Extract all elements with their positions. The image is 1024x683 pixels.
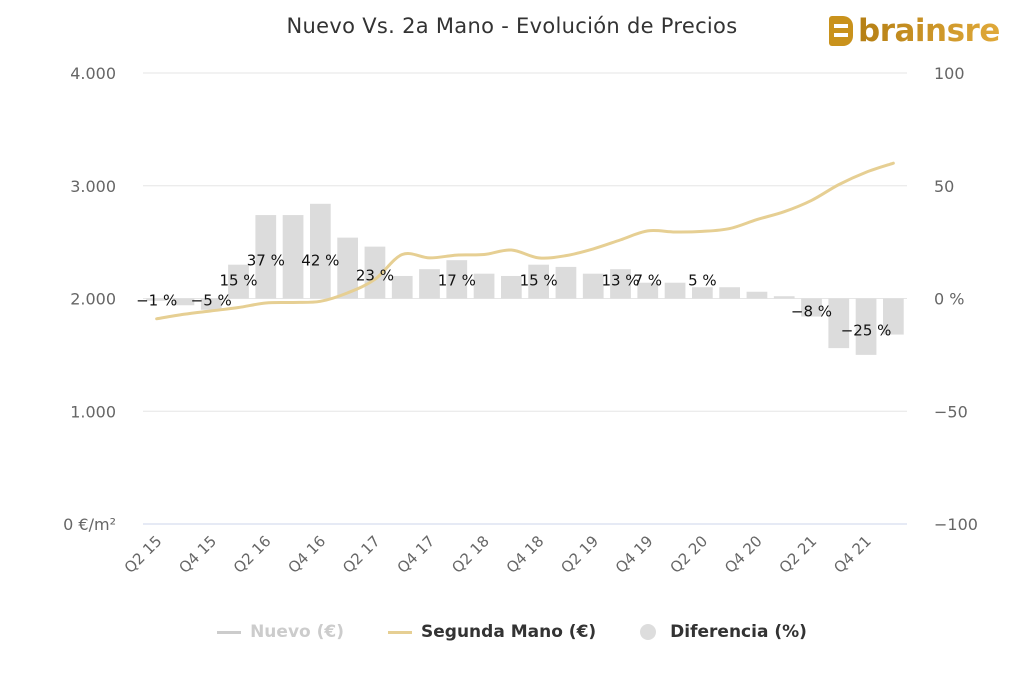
legend-dot-icon xyxy=(640,624,657,640)
x-tick-label: Q4 21 xyxy=(830,532,875,577)
x-tick-label: Q2 20 xyxy=(666,532,711,577)
bar-diferencia xyxy=(282,215,304,299)
y-right-tick-label: −100 xyxy=(934,515,978,534)
data-label: 13 % xyxy=(601,272,639,290)
y-left-tick-label: 4.000 xyxy=(70,64,116,83)
y-left-tick-label: 1.000 xyxy=(70,402,116,421)
x-tick-label: Q2 21 xyxy=(776,532,821,577)
bar-diferencia xyxy=(582,273,604,299)
legend-label: Nuevo (€) xyxy=(250,622,344,642)
bar-diferencia xyxy=(882,298,904,335)
x-tick-label: Q4 18 xyxy=(503,532,548,577)
brand-logo: brainsre xyxy=(829,13,1000,49)
bar-diferencia xyxy=(719,287,741,299)
data-label: −1 % xyxy=(136,292,177,310)
x-tick-label: Q4 16 xyxy=(284,532,329,577)
bar-diferencia xyxy=(555,266,577,299)
bar-diferencia xyxy=(473,273,495,299)
x-tick-label: Q2 18 xyxy=(448,532,493,577)
data-label: 17 % xyxy=(438,272,476,290)
bar-diferencia xyxy=(255,215,277,299)
legend-line-icon xyxy=(217,630,242,634)
line-series xyxy=(155,161,895,321)
legend-item-nuevo[interactable]: Nuevo (€) xyxy=(217,622,344,642)
data-labels: −1 % −5 % 15 % 37 % 42 % 23 % 17 % 15 % 13 %7 % 5… xyxy=(136,252,891,340)
x-tick-label: Q4 20 xyxy=(721,532,766,577)
bar-diferencia xyxy=(173,298,195,306)
bar-diferencia xyxy=(855,298,877,355)
bar-diferencia xyxy=(610,269,631,299)
brainsre-logo-icon xyxy=(829,16,853,46)
legend-label: Diferencia (%) xyxy=(670,622,807,642)
bar-diferencia xyxy=(664,282,686,299)
y-right-tick-label: 0 % xyxy=(934,290,964,309)
bar-series-diferencia xyxy=(146,203,904,355)
x-tick-label: Q2 17 xyxy=(339,532,384,577)
bar-diferencia xyxy=(691,287,713,299)
y-axis-left: 0 €/m² 1.000 2.000 3.000 4.000 xyxy=(63,64,116,534)
legend: Nuevo (€) Segunda Mano (€) Diferencia (%… xyxy=(0,622,1024,642)
bar-diferencia xyxy=(391,275,413,299)
bar-diferencia xyxy=(200,298,222,310)
bar-diferencia xyxy=(828,298,850,349)
x-tick-label: Q2 19 xyxy=(557,532,602,577)
bar-diferencia xyxy=(746,291,768,299)
data-label: 15 % xyxy=(520,272,558,290)
data-label: 42 % xyxy=(301,252,339,270)
bar-diferencia xyxy=(364,246,386,299)
bar-diferencia xyxy=(801,298,822,317)
bar-diferencia xyxy=(228,264,249,299)
y-right-tick-label: −50 xyxy=(934,402,968,421)
x-tick-label: Q2 16 xyxy=(230,532,275,577)
x-tick-label: Q4 19 xyxy=(612,532,657,577)
y-right-tick-label: 50 xyxy=(934,177,954,196)
data-label: 23 % xyxy=(356,267,394,285)
bar-diferencia xyxy=(419,269,440,299)
data-label: 15 % xyxy=(219,272,257,290)
bar-diferencia xyxy=(637,282,659,299)
x-tick-label: Q4 15 xyxy=(175,532,220,577)
data-label: 5 % xyxy=(688,272,717,290)
bar-diferencia xyxy=(528,264,550,299)
legend-item-segunda-mano[interactable]: Segunda Mano (€) xyxy=(388,622,596,642)
brand-name: brainsre xyxy=(858,13,1000,49)
data-label: 7 % xyxy=(633,272,662,290)
data-label: 37 % xyxy=(247,252,285,270)
y-right-tick-label: 100 xyxy=(934,64,965,83)
bar-diferencia xyxy=(337,237,359,299)
y-left-tick-label: 2.000 xyxy=(70,290,116,309)
line-segunda-mano xyxy=(155,161,895,321)
y-left-tick-label: 0 €/m² xyxy=(63,515,116,534)
bar-diferencia xyxy=(500,275,522,299)
data-label: −5 % xyxy=(191,292,232,310)
legend-line-icon xyxy=(388,630,412,634)
bar-diferencia xyxy=(446,260,468,299)
y-left-tick-label: 3.000 xyxy=(70,177,116,196)
x-axis: Q2 15 Q4 15 Q2 16 Q4 16 Q2 17 Q4 17 Q2 18 Q4 18… xyxy=(121,532,875,577)
bar-diferencia xyxy=(773,296,795,299)
data-label: −25 % xyxy=(841,322,892,340)
bar-diferencia xyxy=(146,298,168,301)
x-tick-label: Q4 17 xyxy=(394,532,439,577)
data-label: −8 % xyxy=(791,303,832,321)
y-axis-right: −100 −50 0 % 50 100 xyxy=(934,64,978,534)
chart-title: Nuevo Vs. 2a Mano - Evolución de Precios xyxy=(286,14,738,38)
legend-item-diferencia[interactable]: Diferencia (%) xyxy=(640,622,807,642)
legend-label: Segunda Mano (€) xyxy=(421,622,597,642)
bar-diferencia xyxy=(309,203,331,299)
x-tick-label: Q2 15 xyxy=(121,532,166,577)
